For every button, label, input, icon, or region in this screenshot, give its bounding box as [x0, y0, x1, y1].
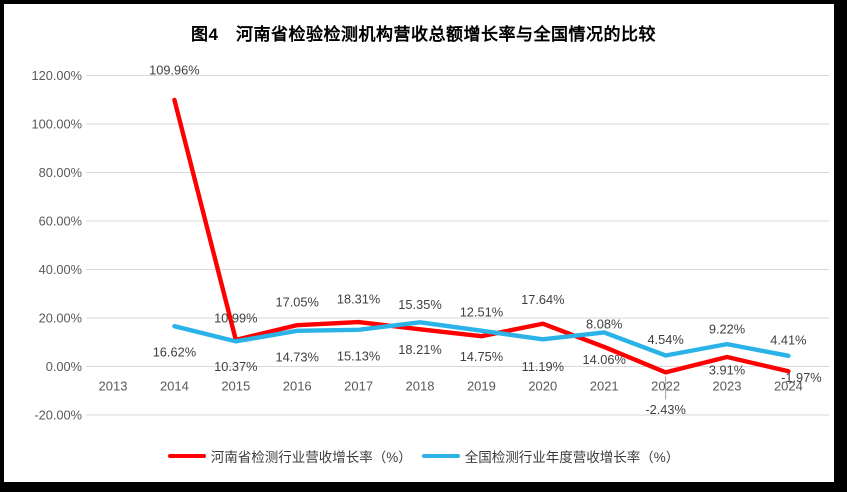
y-axis-tick-label: 40.00% — [39, 262, 82, 277]
chart-panel — [4, 4, 834, 482]
henan-data-label: 15.35% — [398, 297, 441, 312]
x-axis-tick-label: 2020 — [528, 379, 557, 394]
henan-data-label: 109.96% — [149, 62, 200, 77]
legend-label-national: 全国检测行业年度营收增长率（%） — [464, 450, 680, 465]
x-axis-tick-label: 2015 — [221, 379, 250, 394]
henan-data-label: 12.51% — [460, 305, 503, 320]
national-data-label: 15.13% — [337, 348, 380, 363]
chart-legend: 河南省检测行业营收增长率（%） 全国检测行业年度营收增长率（%） — [0, 446, 847, 466]
national-data-label: 9.22% — [709, 322, 745, 337]
henan-data-label: 17.05% — [275, 295, 318, 310]
henan-data-label: 18.31% — [337, 292, 380, 307]
henan-data-label: -1.97% — [781, 370, 822, 385]
national-data-label: 4.54% — [647, 332, 683, 347]
henan-series-line — [172, 97, 791, 375]
henan-data-label: 17.64% — [521, 292, 564, 307]
henan-data-label: -2.43% — [645, 402, 686, 417]
national-data-label: 10.37% — [214, 359, 257, 374]
chart-title: 图4 河南省检验检测机构营收总额增长率与全国情况的比较 — [191, 25, 656, 44]
x-axis-tick-label: 2019 — [467, 379, 496, 394]
henan-data-label: 10.99% — [214, 310, 257, 325]
henan-series-line-swatch-icon — [167, 453, 206, 459]
x-axis-tick-label: 2016 — [283, 379, 312, 394]
legend-item-national: 全国检测行业年度营收增长率（%） — [421, 446, 680, 466]
national-series-line-swatch-icon — [421, 453, 460, 459]
y-axis-tick-label: 100.00% — [31, 117, 82, 132]
henan-data-label: 3.91% — [709, 363, 745, 378]
x-axis-tick-label: 2021 — [590, 379, 619, 394]
legend-label-henan: 河南省检测行业营收增长率（%） — [210, 450, 412, 465]
x-axis-tick-label: 2017 — [344, 379, 373, 394]
y-axis-tick-label: 60.00% — [39, 214, 82, 229]
y-axis-tick-label: 20.00% — [39, 311, 82, 326]
national-data-label: 11.19% — [522, 359, 564, 374]
y-axis-tick-label: 0.00% — [46, 359, 82, 374]
legend-item-henan: 河南省检测行业营收增长率（%） — [167, 446, 412, 466]
x-axis-tick-label: 2024 — [774, 379, 803, 394]
national-data-label: 18.21% — [398, 342, 441, 357]
x-axis-tick-label: 2018 — [406, 379, 435, 394]
y-axis-tick-label: 80.00% — [39, 165, 82, 180]
y-axis-tick-label: -20.00% — [34, 408, 82, 423]
x-axis-tick-label: 2013 — [99, 379, 128, 394]
national-data-label: 4.41% — [770, 332, 806, 347]
national-data-label: 16.62% — [153, 345, 196, 360]
x-axis-tick-label: 2023 — [713, 379, 742, 394]
national-series-line — [172, 320, 791, 359]
henan-data-label: 8.08% — [586, 316, 622, 331]
national-data-label: 14.75% — [460, 349, 503, 364]
national-data-label: 14.73% — [275, 349, 318, 364]
y-axis-tick-label: 120.00% — [31, 68, 82, 83]
national-data-label: 14.06% — [582, 352, 625, 367]
x-axis-tick-label: 2014 — [160, 379, 189, 394]
